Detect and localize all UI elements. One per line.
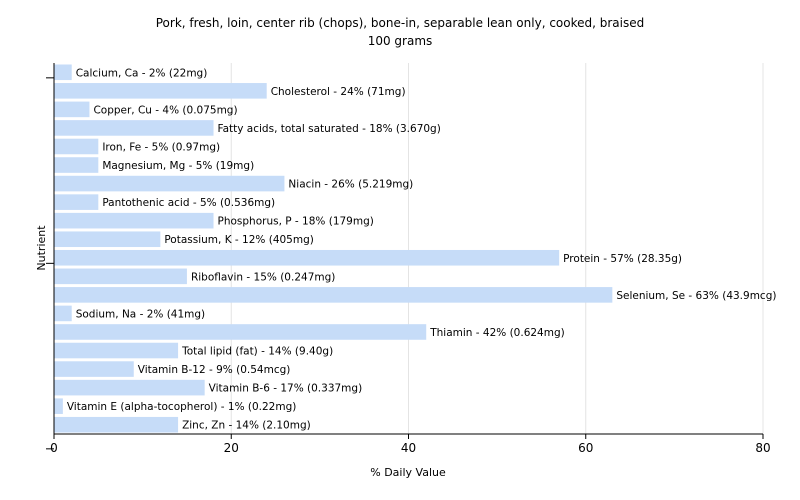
bar bbox=[54, 398, 63, 414]
bar-label: Vitamin B-12 - 9% (0.54mcg) bbox=[138, 364, 291, 376]
chart-title: Pork, fresh, loin, center rib (chops), b… bbox=[156, 16, 645, 30]
bar bbox=[54, 101, 90, 118]
bar-label: Niacin - 26% (5.219mg) bbox=[288, 179, 413, 191]
y-axis-label: Nutrient bbox=[35, 225, 48, 271]
bar bbox=[54, 361, 134, 377]
x-tick-label: 60 bbox=[578, 441, 593, 455]
bar-label: Vitamin B-6 - 17% (0.337mg) bbox=[209, 383, 363, 395]
x-tick-label: 80 bbox=[755, 441, 770, 455]
bar-label: Magnesium, Mg - 5% (19mg) bbox=[102, 160, 254, 172]
bars: Calcium, Ca - 2% (22mg) Cholesterol - 24%… bbox=[54, 64, 776, 433]
bar-label: Selenium, Se - 63% (43.9mcg) bbox=[616, 290, 776, 302]
bar bbox=[54, 379, 205, 396]
bar-label: Vitamin E (alpha-tocopherol) - 1% (0.22m… bbox=[67, 401, 296, 413]
bar bbox=[54, 231, 161, 248]
chart-subtitle: 100 grams bbox=[368, 34, 433, 48]
grid bbox=[230, 63, 764, 434]
bar bbox=[54, 268, 187, 285]
bar bbox=[54, 64, 72, 81]
bar bbox=[54, 342, 179, 359]
bar-label: Cholesterol - 24% (71mg) bbox=[271, 86, 406, 98]
bar-label: Potassium, K - 12% (405mg) bbox=[164, 234, 314, 246]
x-tick-label: 0 bbox=[50, 441, 58, 455]
bar-label: Pantothenic acid - 5% (0.536mg) bbox=[102, 197, 275, 209]
bar-label: Zinc, Zn - 14% (2.10mg) bbox=[182, 420, 311, 432]
bar-label: Copper, Cu - 4% (0.075mg) bbox=[93, 104, 237, 116]
bar bbox=[54, 194, 99, 210]
bar bbox=[54, 249, 560, 266]
x-tick-label: 20 bbox=[224, 441, 239, 455]
bar-label: Total lipid (fat) - 14% (9.40g) bbox=[181, 346, 333, 358]
bar bbox=[54, 120, 214, 136]
bar bbox=[54, 324, 427, 340]
bar bbox=[54, 157, 99, 173]
bar bbox=[54, 212, 214, 229]
bar-label: Fatty acids, total saturated - 18% (3.67… bbox=[218, 123, 441, 135]
bar bbox=[54, 416, 179, 433]
axes: 0 20 40 60 80 bbox=[46, 63, 771, 455]
x-tick-label: 40 bbox=[401, 441, 416, 455]
bar bbox=[54, 305, 72, 322]
bar bbox=[54, 175, 285, 192]
bar-label: Sodium, Na - 2% (41mg) bbox=[76, 308, 205, 320]
bar-label: Riboflavin - 15% (0.247mg) bbox=[191, 271, 335, 283]
bar bbox=[54, 138, 99, 155]
bar-label: Protein - 57% (28.35g) bbox=[563, 253, 682, 265]
x-axis-label: % Daily Value bbox=[370, 466, 446, 479]
bar-label: Calcium, Ca - 2% (22mg) bbox=[76, 67, 208, 79]
bar-label: Iron, Fe - 5% (0.97mg) bbox=[102, 141, 220, 153]
bar bbox=[54, 83, 267, 99]
bar bbox=[54, 287, 613, 303]
bar-label: Thiamin - 42% (0.624mg) bbox=[429, 327, 565, 339]
bar-label: Phosphorus, P - 18% (179mg) bbox=[218, 216, 374, 228]
